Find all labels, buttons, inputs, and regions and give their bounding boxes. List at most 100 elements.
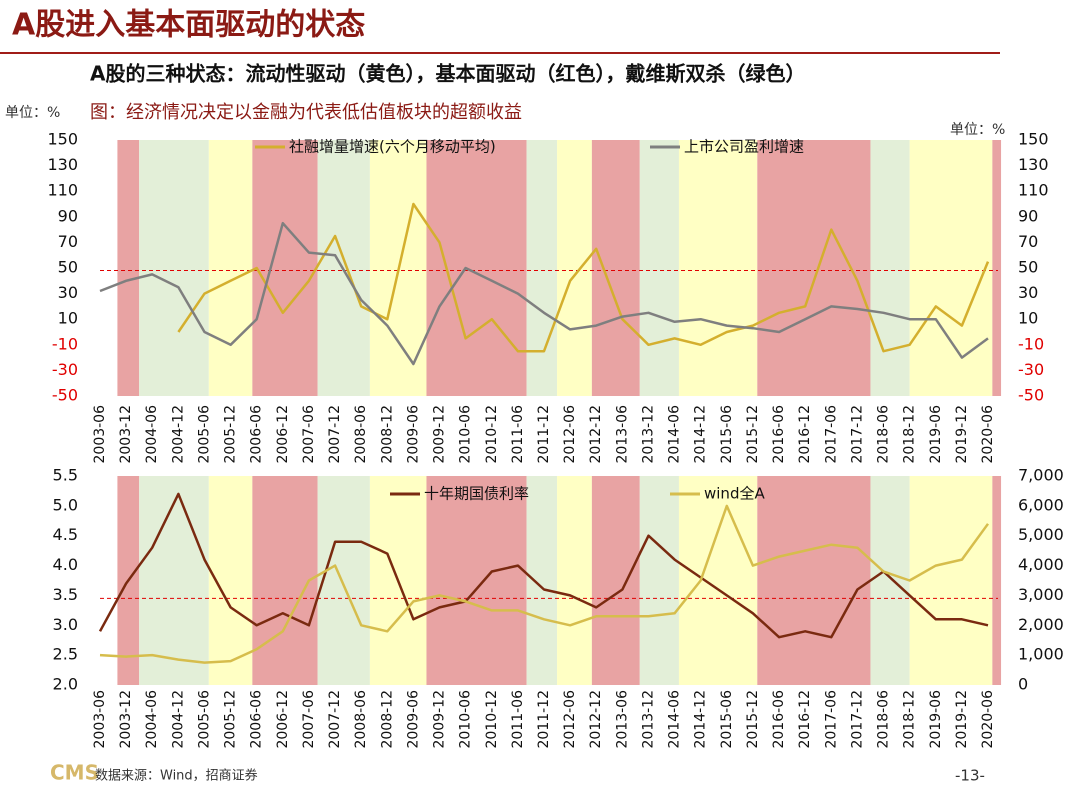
y2-tick-label: 3,000 <box>1018 585 1064 604</box>
y2-tick-label: 7,000 <box>1018 466 1064 485</box>
y2-tick-label: 110 <box>1018 181 1049 200</box>
y-tick-label: 5.0 <box>53 495 78 514</box>
x-tick-label: 2014-12 <box>693 690 709 749</box>
y2-tick-label: 6,000 <box>1018 495 1064 514</box>
title: A股进入基本面驱动的状态 <box>12 8 365 43</box>
x-tick-label: 2017-06 <box>823 690 839 749</box>
x-tick-label: 2015-12 <box>745 690 761 749</box>
region-band <box>870 140 910 396</box>
region-band <box>591 476 640 685</box>
y2-tick-label: 70 <box>1018 232 1038 251</box>
series-line <box>177 202 990 353</box>
y-tick-label: 50 <box>58 258 78 277</box>
x-tick-label: 2014-12 <box>693 405 709 464</box>
x-tick-label: 2008-12 <box>379 690 395 749</box>
x-tick-label: 2005-06 <box>196 405 212 464</box>
y-tick-label: 110 <box>47 181 78 200</box>
region-band <box>992 140 1002 396</box>
x-tick-label: 2004-12 <box>170 690 186 749</box>
caption: 图：经济情况决定以金融为代表低估值板块的超额收益 <box>90 102 522 123</box>
y2-tick-label: 90 <box>1018 206 1038 225</box>
x-tick-label: 2016-12 <box>797 405 813 464</box>
region-band <box>208 140 253 396</box>
unit-right: 单位：% <box>950 122 1005 138</box>
x-tick-label: 2016-06 <box>771 405 787 464</box>
y2-tick-label: 0 <box>1018 675 1028 694</box>
y-tick-label: 3.5 <box>53 585 78 604</box>
region-band <box>526 140 558 396</box>
x-tick-label: 2019-12 <box>954 405 970 464</box>
x-tick-label: 2004-06 <box>144 405 160 464</box>
x-tick-label: 2010-12 <box>484 405 500 464</box>
x-tick-label: 2005-12 <box>223 690 239 749</box>
y-tick-label: 90 <box>58 206 78 225</box>
x-tick-label: 2014-06 <box>667 405 683 464</box>
y2-tick-label: 150 <box>1018 130 1049 149</box>
x-tick-label: 2006-06 <box>249 690 265 749</box>
region-band <box>992 476 1002 685</box>
series-line <box>99 221 989 366</box>
x-tick-label: 2010-12 <box>484 690 500 749</box>
x-tick-label: 2004-12 <box>170 405 186 464</box>
x-tick-label: 2019-12 <box>954 690 970 749</box>
y-tick-label: 70 <box>58 232 78 251</box>
x-tick-label: 2013-12 <box>640 405 656 464</box>
y-tick-label: 3.0 <box>53 615 78 634</box>
region-band <box>139 140 209 396</box>
x-tick-label: 2009-06 <box>405 690 421 749</box>
x-tick-label: 2018-12 <box>902 405 918 464</box>
x-tick-label: 2016-06 <box>771 690 787 749</box>
x-tick-label: 2010-06 <box>458 690 474 749</box>
x-tick-label: 2003-06 <box>92 405 108 464</box>
y-tick-label: 30 <box>58 283 78 302</box>
x-tick-label: 2004-06 <box>144 690 160 749</box>
source: 数据来源：Wind，招商证券 <box>95 768 258 784</box>
y2-tick-label: 10 <box>1018 309 1038 328</box>
x-tick-label: 2009-06 <box>405 405 421 464</box>
y-tick-label: 150 <box>47 130 78 149</box>
logo: CMS <box>50 761 99 785</box>
y2-tick-label: -10 <box>1018 334 1044 353</box>
x-tick-label: 2017-12 <box>849 690 865 749</box>
x-tick-label: 2006-06 <box>249 405 265 464</box>
x-tick-label: 2009-12 <box>432 405 448 464</box>
region-band <box>639 140 679 396</box>
x-tick-label: 2017-06 <box>823 405 839 464</box>
x-tick-label: 2011-12 <box>536 690 552 749</box>
x-tick-label: 2018-06 <box>876 690 892 749</box>
y-tick-label: 2.5 <box>53 645 78 664</box>
region-band <box>757 140 871 396</box>
x-tick-label: 2017-12 <box>849 405 865 464</box>
x-tick-label: 2003-12 <box>118 690 134 749</box>
region-band <box>526 476 558 685</box>
region-band <box>252 140 318 396</box>
x-tick-label: 2003-12 <box>118 405 134 464</box>
y2-tick-label: 1,000 <box>1018 645 1064 664</box>
x-tick-label: 2007-06 <box>301 405 317 464</box>
x-tick-label: 2015-06 <box>719 405 735 464</box>
x-tick-label: 2020-06 <box>980 405 996 464</box>
region-band <box>591 140 640 396</box>
region-band <box>317 476 370 685</box>
y2-tick-label: 30 <box>1018 283 1038 302</box>
region-band <box>909 476 993 685</box>
y2-tick-label: 130 <box>1018 155 1049 174</box>
x-tick-label: 2010-06 <box>458 405 474 464</box>
x-tick-label: 2015-06 <box>719 690 735 749</box>
x-tick-label: 2019-06 <box>928 405 944 464</box>
y2-tick-label: 50 <box>1018 258 1038 277</box>
y2-tick-label: -50 <box>1018 386 1044 405</box>
region-band <box>678 476 758 685</box>
y-tick-label: -10 <box>52 334 78 353</box>
x-tick-label: 2018-12 <box>902 690 918 749</box>
x-tick-label: 2009-12 <box>432 690 448 749</box>
x-tick-label: 2011-06 <box>510 690 526 749</box>
y2-tick-label: 2,000 <box>1018 615 1064 634</box>
x-tick-label: 2005-06 <box>196 690 212 749</box>
subtitle: A股的三种状态：流动性驱动（黄色），基本面驱动（红色），戴维斯双杀（绿色） <box>90 62 805 86</box>
y-tick-label: 4.0 <box>53 555 78 574</box>
y-tick-label: 4.5 <box>53 525 78 544</box>
x-tick-label: 2007-12 <box>327 690 343 749</box>
x-tick-label: 2012-12 <box>588 405 604 464</box>
x-tick-label: 2013-12 <box>640 690 656 749</box>
